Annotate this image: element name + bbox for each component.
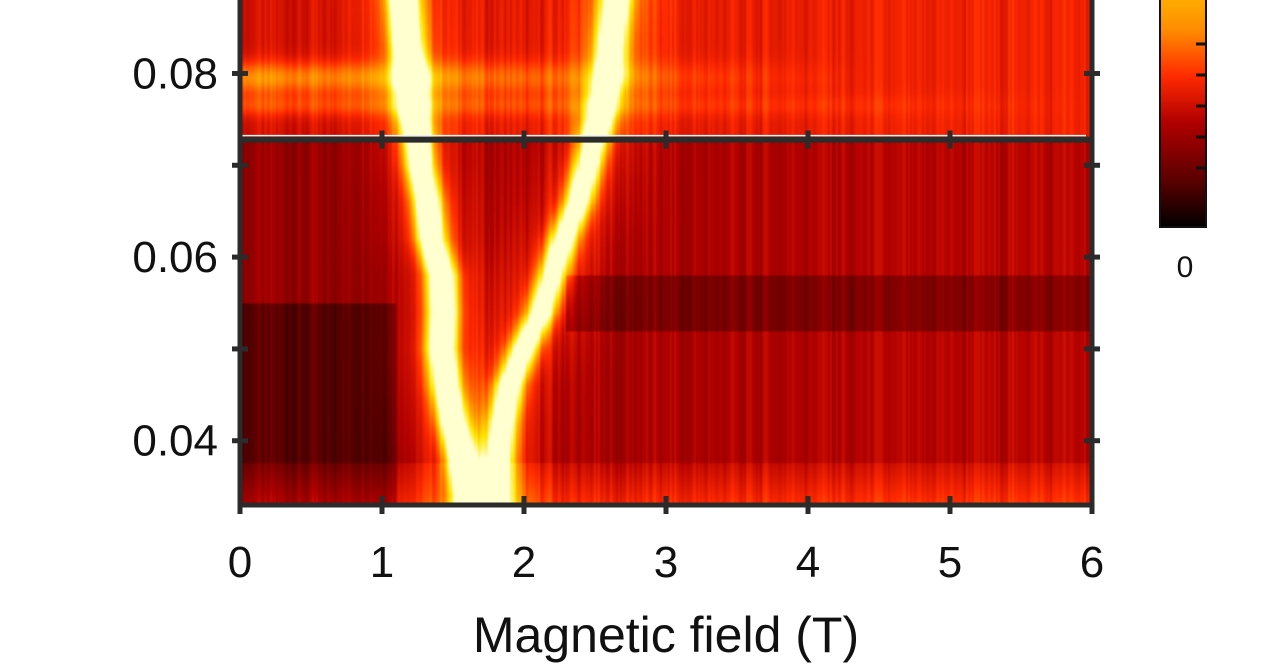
x-tick-label: 5	[938, 538, 962, 587]
x-tick-label: 3	[654, 538, 678, 587]
y-tick-labels: 0.04 0.06 0.08	[132, 49, 218, 465]
x-tick-label: 2	[512, 538, 536, 587]
y-tick-label: 0.08	[132, 49, 218, 98]
axes	[232, 0, 1100, 514]
heatmap-image	[240, 0, 1092, 505]
colorbar: 0	[1159, 0, 1207, 284]
x-tick-label: 4	[796, 538, 820, 587]
colorbar-ticks	[1196, 42, 1206, 170]
x-tick-label: 6	[1080, 538, 1104, 587]
x-axis-label: Magnetic field (T)	[473, 607, 859, 663]
heatmap-area	[240, 0, 1092, 505]
x-tick-label: 1	[370, 538, 394, 587]
y-tick-label: 0.04	[132, 417, 218, 466]
colorbar-label-zero: 0	[1177, 251, 1194, 284]
colorbar-gradient	[1159, 0, 1207, 228]
y-tick-label: 0.06	[132, 233, 218, 282]
x-tick-label: 0	[228, 538, 252, 587]
x-tick-labels: 0 1 2 3 4 5 6	[228, 538, 1104, 587]
